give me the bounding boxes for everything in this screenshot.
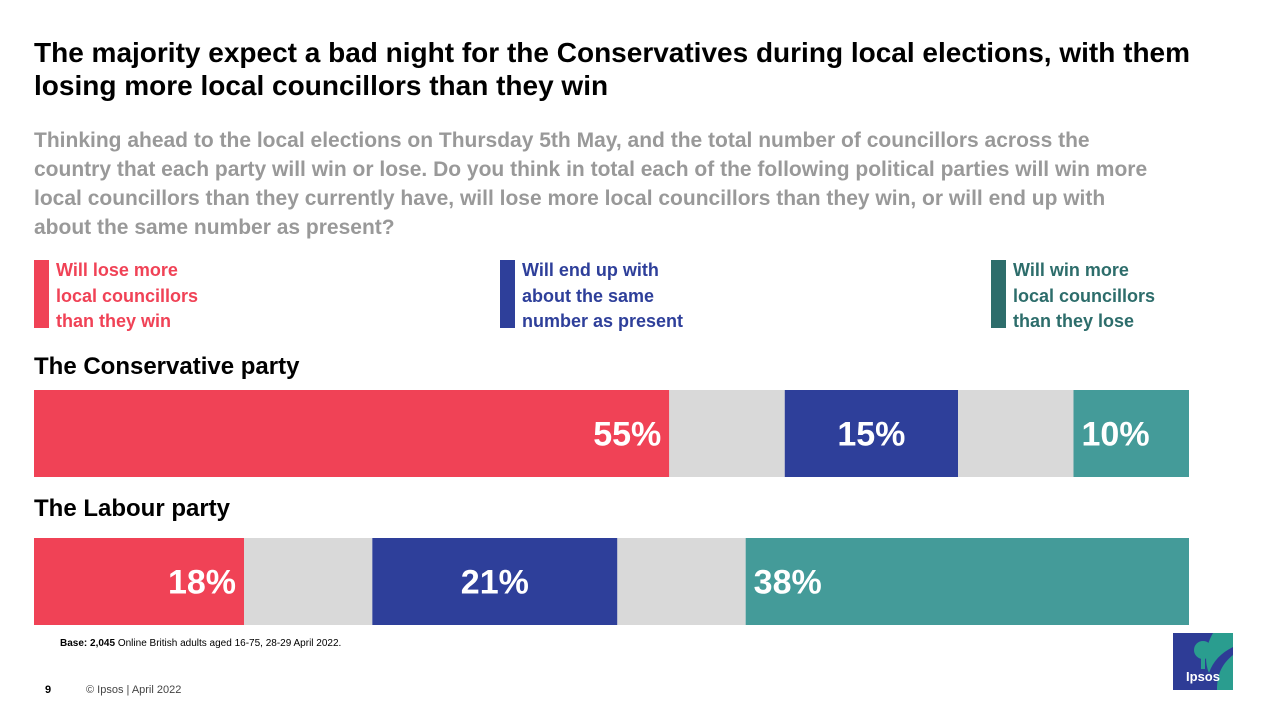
bar-segment-conservative-gap-1: [669, 390, 785, 477]
data-label-conservative-same: 15%: [837, 416, 905, 454]
data-label-labour-lose: 18%: [168, 564, 236, 602]
bar-segment-labour-gap-2: [617, 538, 746, 625]
legend-label-same: Will end up with about the same number a…: [522, 260, 684, 331]
bar-segment-labour-same: [372, 538, 618, 625]
base-value: 2,045: [90, 638, 116, 649]
base-text: Online British adults aged 16-75, 28-29 …: [117, 638, 342, 649]
question-text: Thinking ahead to the local elections on…: [34, 129, 1148, 239]
legend-swatch-same: [500, 260, 515, 328]
legend-label-win: Will win more local councillors than the…: [1013, 260, 1156, 331]
copyright-text: © Ipsos | April 2022: [86, 684, 182, 696]
bar-segment-labour-win: [745, 538, 1189, 625]
bar-segment-conservative-win: [1073, 390, 1189, 477]
legend-swatch-win: [991, 260, 1006, 328]
slide-title: The majority expect a bad night for the …: [34, 37, 1191, 101]
base-label: Base:: [60, 638, 88, 649]
row-label-labour: The Labour party: [34, 495, 231, 522]
data-label-conservative-win: 10%: [1082, 416, 1150, 454]
data-label-conservative-lose: 55%: [593, 416, 661, 454]
bar-segment-labour-lose: [34, 538, 244, 625]
bar-segment-labour-gap-1: [244, 538, 373, 625]
legend-swatch-lose: [34, 260, 49, 328]
legend-label-lose: Will lose more local councillors than th…: [56, 260, 199, 331]
logo-text: Ipsos: [1186, 669, 1220, 684]
base-footnote: Base: 2,045 Online British adults aged 1…: [60, 638, 341, 649]
bar-segment-conservative-lose: [34, 390, 670, 477]
row-label-conservative: The Conservative party: [34, 353, 300, 380]
bar-segment-conservative-same: [784, 390, 958, 477]
ipsos-logo: Ipsos: [1173, 633, 1233, 690]
bar-segment-conservative-gap-2: [958, 390, 1074, 477]
page-number: 9: [45, 684, 52, 696]
data-label-labour-same: 21%: [461, 564, 529, 602]
data-label-labour-win: 38%: [754, 564, 822, 602]
logo-mark-icon: [1194, 633, 1233, 690]
